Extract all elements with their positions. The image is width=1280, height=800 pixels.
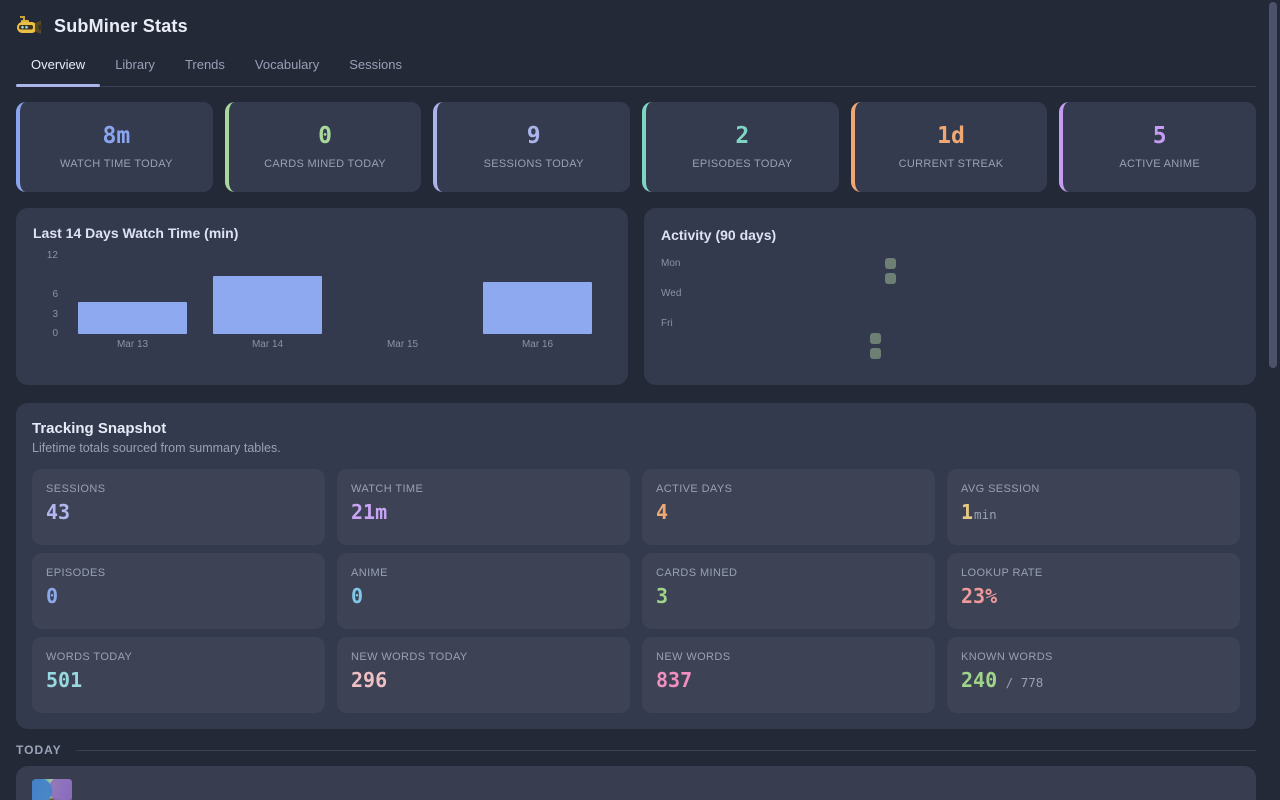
today-session-card[interactable] xyxy=(16,766,1256,800)
stat-value: 0 xyxy=(318,122,332,149)
stat-value: 1d xyxy=(937,122,965,149)
cell-label: KNOWN WORDS xyxy=(961,651,1053,663)
stat-label: SESSIONS TODAY xyxy=(483,157,584,170)
cell-label: CARDS MINED xyxy=(656,567,738,579)
snapshot-cell-anime: ANIME 0 xyxy=(337,553,630,629)
tab-sessions[interactable]: Sessions xyxy=(349,57,402,72)
watch-time-chart-panel: Last 14 Days Watch Time (min) 0 3 6 12 Mar 1… xyxy=(16,208,628,385)
chart-plot xyxy=(65,208,605,334)
cell-label: NEW WORDS TODAY xyxy=(351,651,468,663)
cell-value: 240 / 778 xyxy=(961,668,1044,692)
heatmap-cell-tue xyxy=(885,273,896,284)
snapshot-cell-watch-time: WATCH TIME 21m xyxy=(337,469,630,545)
y-axis-tick: 12 xyxy=(46,250,58,261)
app-header: SubMiner Stats xyxy=(16,0,1256,39)
cell-value: 296 xyxy=(351,668,388,692)
heatmap-day-label: Mon xyxy=(661,258,681,269)
stat-card-watch-time: 8m WATCH TIME TODAY xyxy=(16,102,213,192)
cell-label: EPISODES xyxy=(46,567,106,579)
chart-title: Last 14 Days Watch Time (min) xyxy=(33,225,239,241)
stat-card-active-anime: 5 ACTIVE ANIME xyxy=(1059,102,1257,192)
tab-trends[interactable]: Trends xyxy=(184,57,225,72)
x-axis-label: Mar 16 xyxy=(521,339,554,350)
x-axis-label: Mar 13 xyxy=(116,339,149,350)
tab-vocabulary[interactable]: Vocabulary xyxy=(254,57,320,72)
cell-value: 23% xyxy=(961,584,998,608)
cell-value: 837 xyxy=(656,668,693,692)
bar-mar-16 xyxy=(483,282,592,334)
heatmap-cell-sun xyxy=(870,348,881,359)
today-label: TODAY xyxy=(16,743,62,757)
snapshot-cell-cards-mined: CARDS MINED 3 xyxy=(642,553,935,629)
tracking-snapshot-panel: Tracking Snapshot Lifetime totals source… xyxy=(16,403,1256,729)
y-axis-tick: 0 xyxy=(52,328,58,339)
cell-value: 501 xyxy=(46,668,83,692)
cell-label: NEW WORDS xyxy=(656,651,731,663)
cell-label: WORDS TODAY xyxy=(46,651,133,663)
stat-card-sessions: 9 SESSIONS TODAY xyxy=(433,102,631,192)
heatmap-cell-sat xyxy=(870,333,881,344)
x-axis-label: Mar 15 xyxy=(386,339,419,350)
snapshot-cell-words-today: WORDS TODAY 501 xyxy=(32,637,325,713)
tab-library[interactable]: Library xyxy=(115,57,155,72)
today-divider: TODAY xyxy=(16,743,1256,757)
cell-value: 4 xyxy=(656,500,669,524)
stat-value: 5 xyxy=(1152,122,1167,149)
tab-bar: Overview Library Trends Vocabulary Sessi… xyxy=(16,45,1256,87)
snapshot-grid: SESSIONS 43 WATCH TIME 21m ACTIVE DAYS 4… xyxy=(32,469,1240,713)
heatmap-day-label: Wed xyxy=(661,288,682,299)
heatmap-title: Activity (90 days) xyxy=(661,227,777,243)
cell-value: 21m xyxy=(351,500,388,524)
snapshot-cell-known-words: KNOWN WORDS 240 / 778 xyxy=(947,637,1240,713)
snapshot-cell-new-words: NEW WORDS 837 xyxy=(642,637,935,713)
snapshot-cell-lookup-rate: LOOKUP RATE 23% xyxy=(947,553,1240,629)
stat-value: 9 xyxy=(526,122,541,149)
cell-label: ANIME xyxy=(351,567,388,579)
stat-label: CURRENT STREAK xyxy=(898,157,1004,170)
snapshot-subtitle: Lifetime totals sourced from summary tab… xyxy=(32,441,281,455)
snapshot-cell-new-words-today: NEW WORDS TODAY 296 xyxy=(337,637,630,713)
snapshot-cell-sessions: SESSIONS 43 xyxy=(32,469,325,545)
stat-card-cards-mined: 0 CARDS MINED TODAY xyxy=(224,102,422,192)
stat-label: EPISODES TODAY xyxy=(692,157,793,170)
bar-mar-13 xyxy=(78,301,187,334)
y-axis-tick: 6 xyxy=(52,289,58,300)
tab-overview[interactable]: Overview xyxy=(16,45,101,87)
snapshot-title: Tracking Snapshot xyxy=(32,420,167,437)
panels-row: Last 14 Days Watch Time (min) 0 3 6 12 Mar 1… xyxy=(16,208,1256,385)
cell-label: ACTIVE DAYS xyxy=(656,483,733,495)
activity-heatmap-panel: Activity (90 days) Mon Wed Fri xyxy=(644,208,1256,385)
snapshot-cell-episodes: EPISODES 0 xyxy=(32,553,325,629)
cell-value: 43 xyxy=(46,500,71,524)
stat-label: CARDS MINED TODAY xyxy=(264,157,386,170)
stat-label: ACTIVE ANIME xyxy=(1119,157,1200,170)
cell-label: AVG SESSION xyxy=(961,483,1040,495)
stat-card-row: 8m WATCH TIME TODAY 0 CARDS MINED TODAY … xyxy=(16,102,1257,192)
stat-card-episodes: 2 EPISODES TODAY xyxy=(642,102,839,192)
snapshot-cell-avg-session: AVG SESSION 1min xyxy=(947,469,1240,545)
heatmap-day-label: Fri xyxy=(661,318,673,329)
cell-label: LOOKUP RATE xyxy=(961,567,1043,579)
cell-label: WATCH TIME xyxy=(351,483,424,495)
cell-value: 1min xyxy=(961,500,997,524)
stat-value: 2 xyxy=(735,122,750,149)
cell-value: 3 xyxy=(656,584,669,608)
y-axis-tick: 3 xyxy=(52,308,58,320)
divider-line xyxy=(75,749,1256,751)
cell-value: 0 xyxy=(46,584,59,608)
episode-thumbnail xyxy=(32,779,72,800)
cell-value: 0 xyxy=(351,584,364,608)
page-title: SubMiner Stats xyxy=(54,15,188,36)
heatmap-cell-mon xyxy=(885,258,896,269)
snapshot-cell-active-days: ACTIVE DAYS 4 xyxy=(642,469,935,545)
stat-value: 8m xyxy=(102,122,131,149)
submarine-icon xyxy=(17,16,42,34)
stat-card-streak: 1d CURRENT STREAK xyxy=(850,102,1048,192)
bar-mar-14 xyxy=(213,275,322,334)
stat-label: WATCH TIME TODAY xyxy=(59,157,173,170)
vertical-scrollbar-thumb[interactable] xyxy=(1269,2,1277,368)
x-axis-label: Mar 14 xyxy=(251,339,284,350)
cell-label: SESSIONS xyxy=(46,483,106,495)
